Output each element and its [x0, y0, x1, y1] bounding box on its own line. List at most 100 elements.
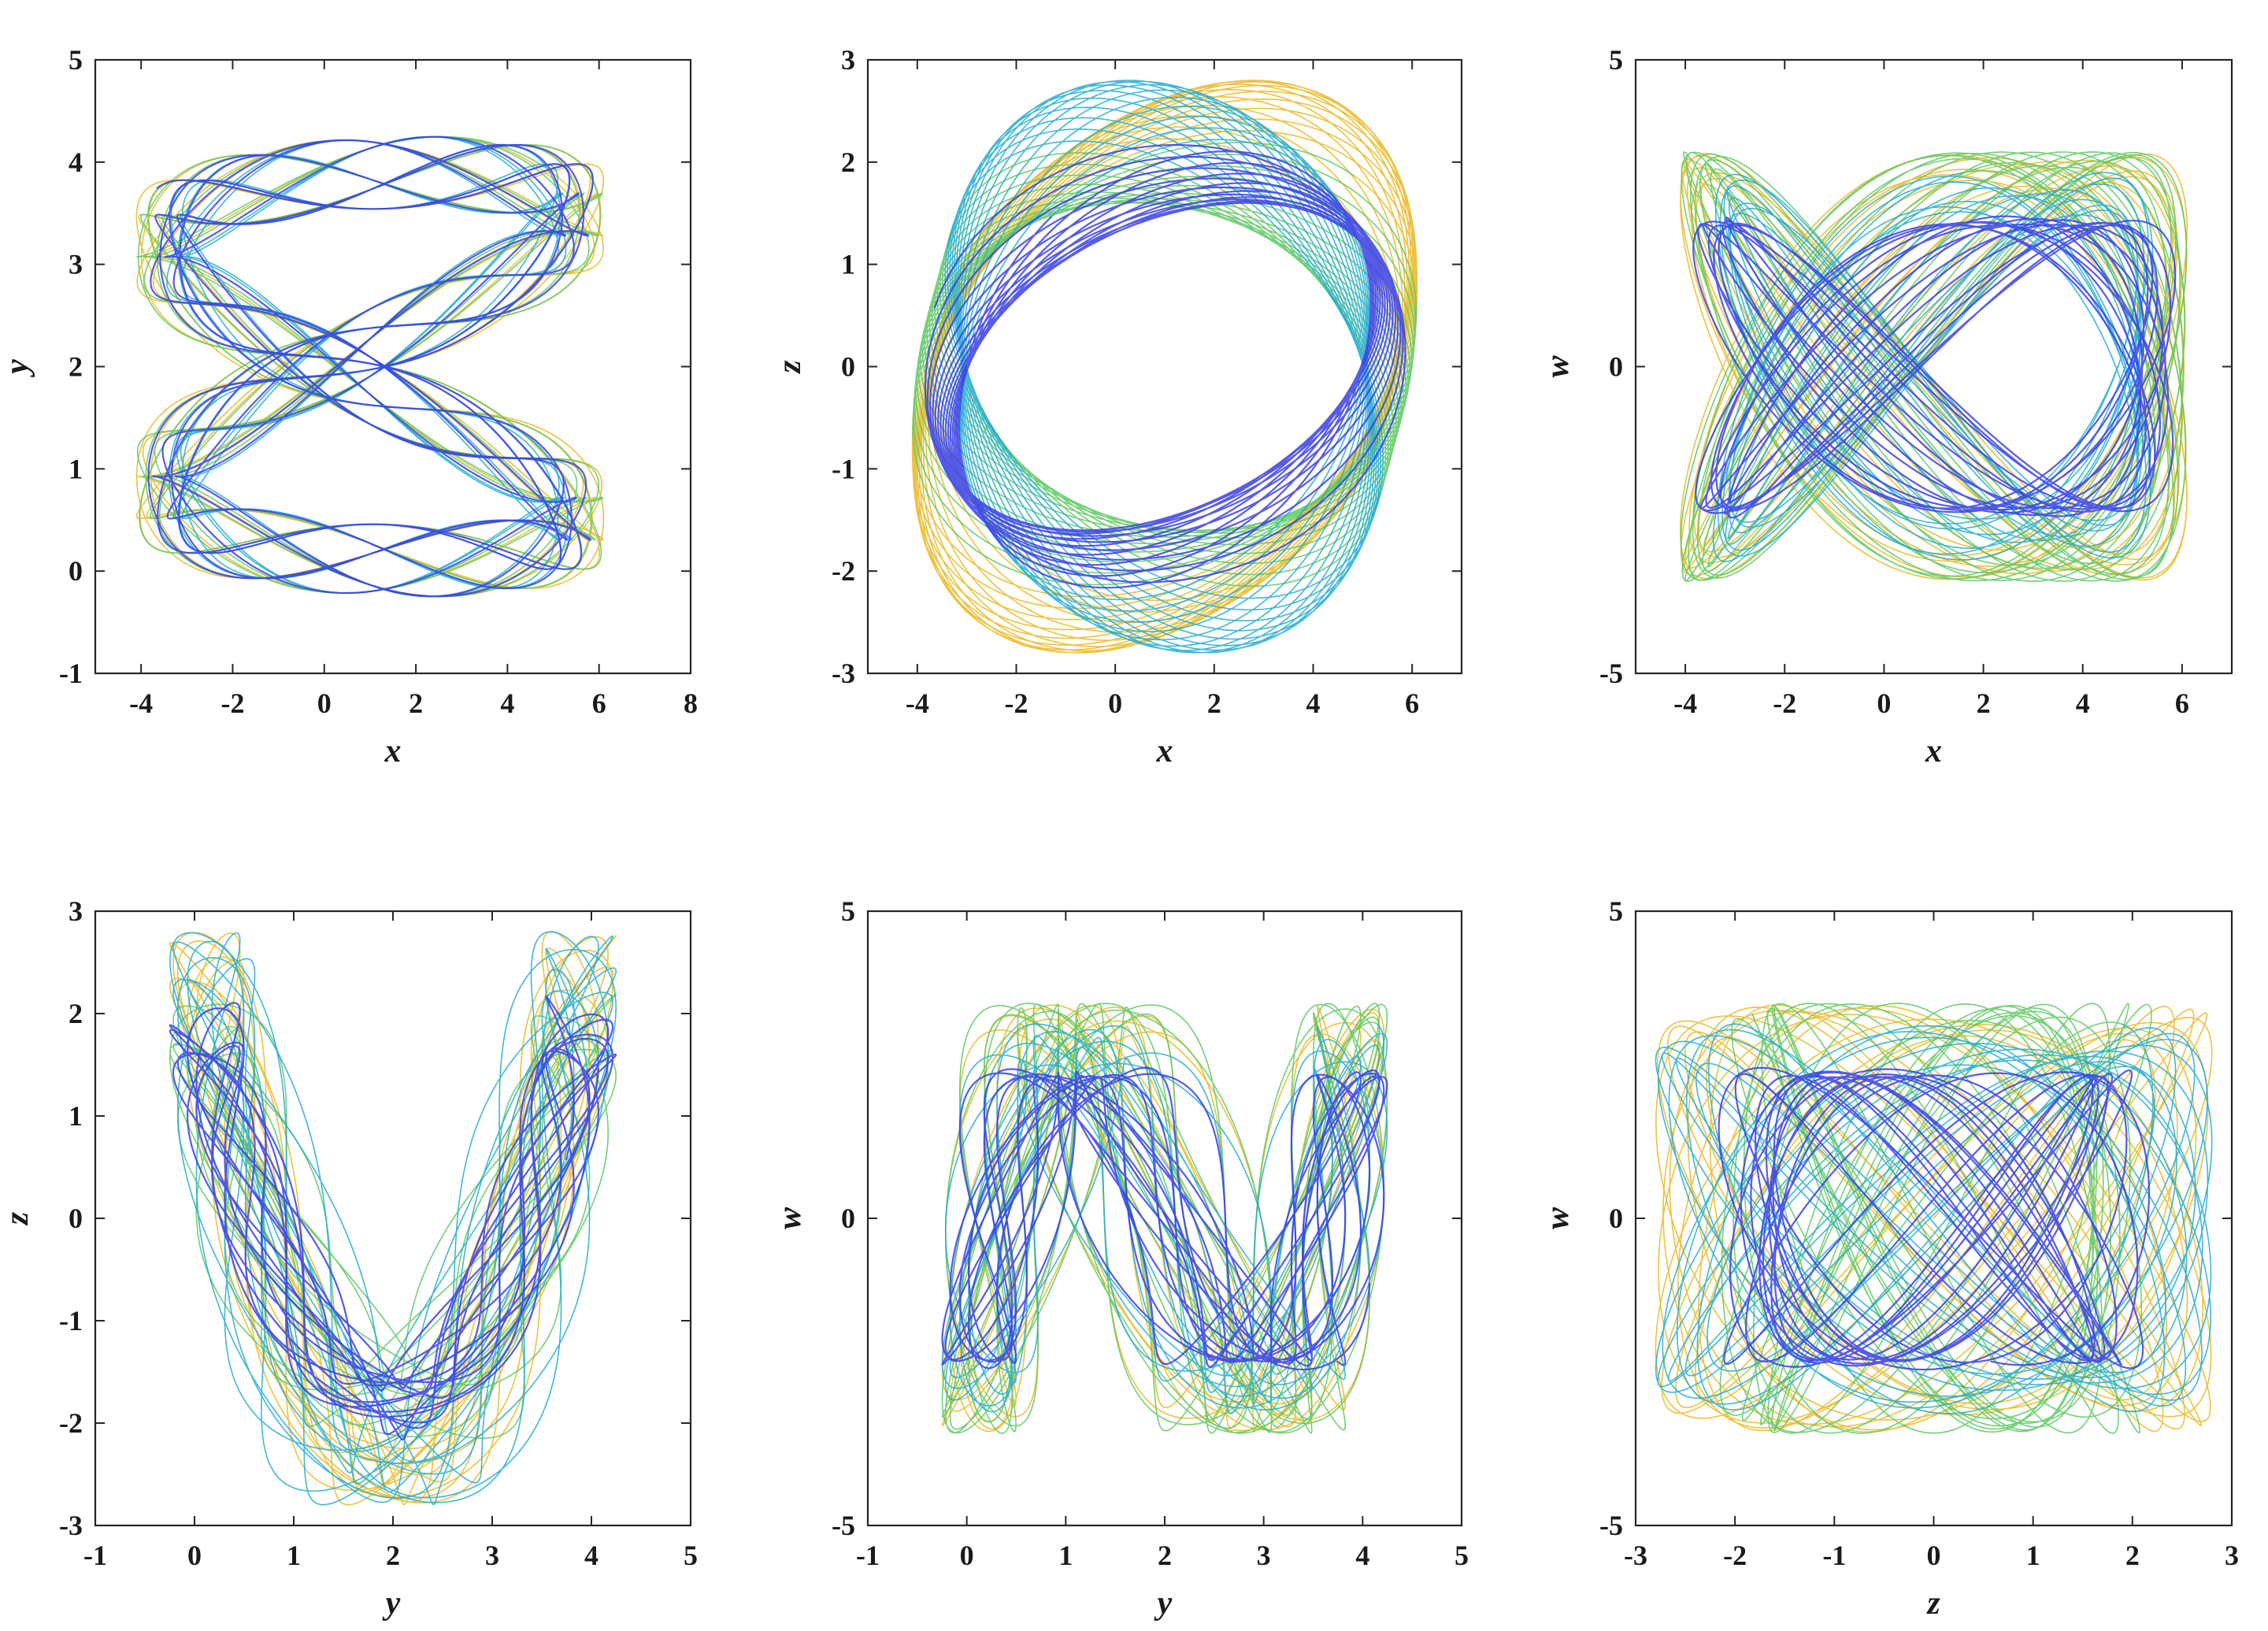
trajectory-segment-4 [924, 143, 1406, 589]
x-tick-label: 0 [1108, 688, 1122, 719]
axes-frame [94, 910, 692, 1527]
x-tick-label: -3 [1624, 1540, 1647, 1571]
x-tick-label: 3 [1257, 1540, 1271, 1571]
subplot-y-w: -1 0 1 2 3 4 5 -5 0 5 y w [772, 895, 1469, 1622]
trajectory-segment-3 [941, 1023, 1388, 1414]
y-tick-label: -5 [1599, 1510, 1623, 1541]
x-tick-label: 0 [1927, 1540, 1941, 1571]
y-axis-label: z [0, 1211, 35, 1226]
x-tick-label: 2 [1977, 688, 1991, 719]
x-tick-label: 6 [1405, 688, 1419, 719]
y-tick-label: 0 [841, 1203, 855, 1234]
trajectory-traces [135, 135, 605, 598]
x-tick-label: -4 [906, 688, 929, 719]
x-tick-label: 0 [317, 688, 332, 719]
trajectory-traces [169, 931, 617, 1506]
x-tick-label: -1 [856, 1540, 880, 1571]
trajectory-segment-3 [944, 80, 1384, 654]
x-axis-label: y [1154, 1585, 1173, 1622]
x-tick-label: 2 [2125, 1540, 2140, 1571]
x-tick-label: -2 [220, 688, 244, 719]
x-axis-label: y [382, 1585, 401, 1622]
x-axis-label: x [1925, 733, 1942, 769]
x-tick-label: -4 [1673, 688, 1697, 719]
subplot-x-z: -4 -2 0 2 4 6 -3 -2 -1 0 1 2 3 x z [772, 44, 1463, 769]
trajectory-segment-4 [941, 1066, 1388, 1371]
x-tick-label: 0 [187, 1540, 202, 1571]
y-tick-label: 1 [841, 249, 855, 280]
y-tick-label: 5 [69, 44, 83, 76]
x-axis-label: z [1925, 1585, 1940, 1622]
x-tick-label: -1 [1822, 1540, 1846, 1571]
y-axis-label: w [1540, 355, 1576, 378]
y-tick-label: 3 [841, 44, 855, 76]
x-tick-label: 0 [1877, 688, 1891, 719]
trajectory-segment-2 [941, 1003, 1388, 1434]
subplot-x-y: -4 -2 0 2 4 6 8 -1 0 1 2 3 4 5 x y [0, 44, 698, 769]
x-tick-label: 2 [1207, 688, 1221, 719]
x-tick-label: 4 [1306, 688, 1321, 719]
y-tick-label: -1 [59, 658, 83, 689]
trajectory-segment-1 [1680, 153, 2188, 581]
y-tick-label: 3 [69, 895, 83, 927]
x-tick-label: 1 [2026, 1540, 2040, 1571]
x-tick-label: 1 [1058, 1540, 1073, 1571]
x-tick-label: 4 [2076, 688, 2090, 719]
y-tick-label: 0 [841, 351, 855, 383]
subplot-x-w: -4 -2 0 2 4 6 -5 0 5 x w [1540, 44, 2233, 769]
y-tick-label: 1 [69, 453, 83, 484]
y-axis-label: y [0, 359, 35, 378]
x-tick-label: 2 [386, 1540, 400, 1571]
trajectory-segment-3 [169, 931, 617, 1506]
x-tick-label: 4 [500, 688, 514, 719]
x-tick-label: 0 [960, 1540, 974, 1571]
y-tick-label: -5 [1599, 658, 1623, 689]
y-tick-label: -3 [832, 658, 855, 689]
trajectory-traces [1680, 151, 2188, 582]
y-axis-label: w [1540, 1207, 1576, 1229]
y-tick-label: 2 [841, 146, 855, 178]
x-tick-label: -2 [1723, 1540, 1747, 1571]
trajectory-traces [941, 1003, 1388, 1434]
y-tick-label: -1 [59, 1305, 83, 1336]
y-tick-label: 0 [1609, 351, 1623, 383]
x-tick-label: 6 [2175, 688, 2189, 719]
x-tick-label: 5 [1455, 1540, 1469, 1571]
x-tick-label: 2 [409, 688, 423, 719]
trajectory-segment-4 [1718, 1066, 2151, 1371]
axes-frame [94, 58, 692, 675]
x-tick-label: -1 [83, 1540, 107, 1571]
subplot-y-z: -1 0 1 2 3 4 5 -3 -2 -1 0 1 2 3 y z [0, 895, 698, 1622]
y-tick-label: 5 [841, 895, 855, 927]
x-tick-label: 1 [287, 1540, 301, 1571]
y-tick-label: -3 [59, 1510, 83, 1541]
y-axis-label: z [772, 360, 808, 375]
y-tick-label: 2 [69, 998, 83, 1029]
x-axis-label: x [1156, 733, 1173, 769]
y-tick-label: 2 [69, 351, 83, 383]
x-tick-label: 2 [1158, 1540, 1172, 1571]
x-tick-label: 6 [592, 688, 606, 719]
trajectory-segment-3 [1655, 1023, 2213, 1414]
trajectory-segment-1 [911, 80, 1418, 654]
y-tick-label: 5 [1609, 44, 1623, 76]
y-tick-label: 0 [1609, 1203, 1623, 1234]
y-tick-label: -2 [59, 1407, 83, 1439]
x-tick-label: 3 [2225, 1540, 2239, 1571]
x-tick-label: 5 [684, 1540, 698, 1571]
y-axis-label: w [772, 1207, 808, 1229]
y-tick-label: 0 [69, 555, 83, 587]
trajectory-segment-4 [1692, 215, 2177, 519]
subplot-z-w: -3 -2 -1 0 1 2 3 -5 0 5 z w [1540, 895, 2239, 1622]
y-tick-label: 3 [69, 249, 83, 280]
x-tick-label: -4 [129, 688, 153, 719]
x-tick-label: 8 [684, 688, 698, 719]
y-tick-label: 4 [69, 146, 83, 178]
trajectory-segment-4 [169, 995, 617, 1441]
y-tick-label: -1 [832, 453, 855, 484]
y-tick-label: 1 [69, 1100, 83, 1132]
y-tick-label: -5 [832, 1510, 855, 1541]
x-tick-label: -2 [1773, 688, 1796, 719]
y-tick-label: 5 [1609, 895, 1623, 927]
